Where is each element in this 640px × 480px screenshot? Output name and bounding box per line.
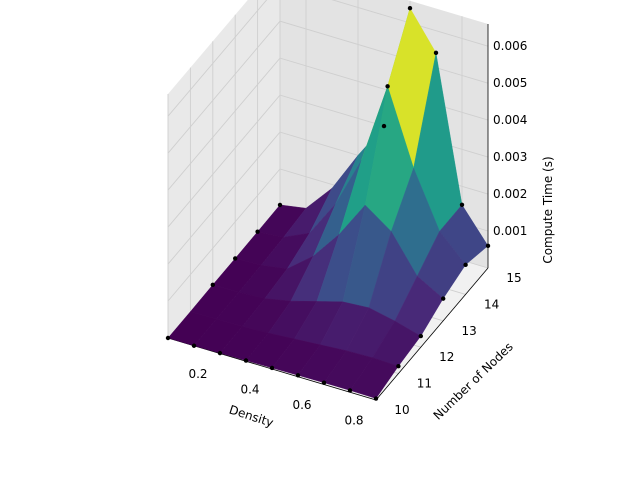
data-markers [165, 5, 491, 401]
data-point [217, 350, 223, 356]
data-point [418, 333, 423, 339]
x-axis-label: Density [227, 402, 275, 429]
z-tick-label: 0.002 [493, 187, 527, 201]
x-tick-label: 0.2 [188, 367, 207, 381]
data-point [433, 50, 439, 56]
data-point [381, 123, 387, 129]
tick-labels: 0.2 0.4 0.6 0.8 10 11 12 13 14 15 0.001 0.002 0.003 0… [188, 39, 527, 427]
y-tick-label: 15 [506, 271, 521, 285]
x-tick-label: 0.8 [344, 413, 363, 427]
y-tick-label: 14 [484, 297, 499, 311]
z-tick-label: 0.004 [493, 113, 527, 127]
surface [167, 7, 489, 399]
data-point [191, 343, 197, 348]
z-tick-label: 0.003 [493, 150, 527, 164]
data-point [485, 243, 491, 249]
data-point [269, 365, 275, 371]
z-tick-label: 0.005 [493, 76, 527, 90]
data-point [347, 388, 353, 393]
data-point [396, 364, 401, 369]
data-point [295, 373, 301, 378]
y-tick-label: 11 [417, 377, 432, 391]
y-tick-label: 12 [439, 350, 454, 364]
data-point [373, 396, 379, 401]
data-point [321, 380, 327, 385]
data-point [277, 202, 283, 208]
data-point [441, 296, 446, 301]
data-point [233, 256, 238, 261]
z-tick-label: 0.006 [493, 39, 527, 53]
data-point [165, 335, 171, 341]
data-point [210, 282, 215, 288]
pane-left [168, 0, 280, 338]
y-tick-label: 10 [394, 403, 409, 417]
x-tick-label: 0.4 [240, 382, 259, 396]
z-axis-label: Compute Time (s) [541, 156, 555, 263]
data-point [255, 229, 260, 234]
data-point [459, 202, 465, 207]
data-point [385, 84, 390, 89]
data-point [407, 5, 413, 11]
y-tick-label: 13 [462, 324, 477, 338]
data-point [243, 358, 249, 363]
x-tick-label: 0.6 [292, 398, 311, 412]
data-point [463, 262, 468, 268]
y-axis-line [375, 267, 489, 401]
z-tick-label: 0.001 [493, 224, 527, 238]
